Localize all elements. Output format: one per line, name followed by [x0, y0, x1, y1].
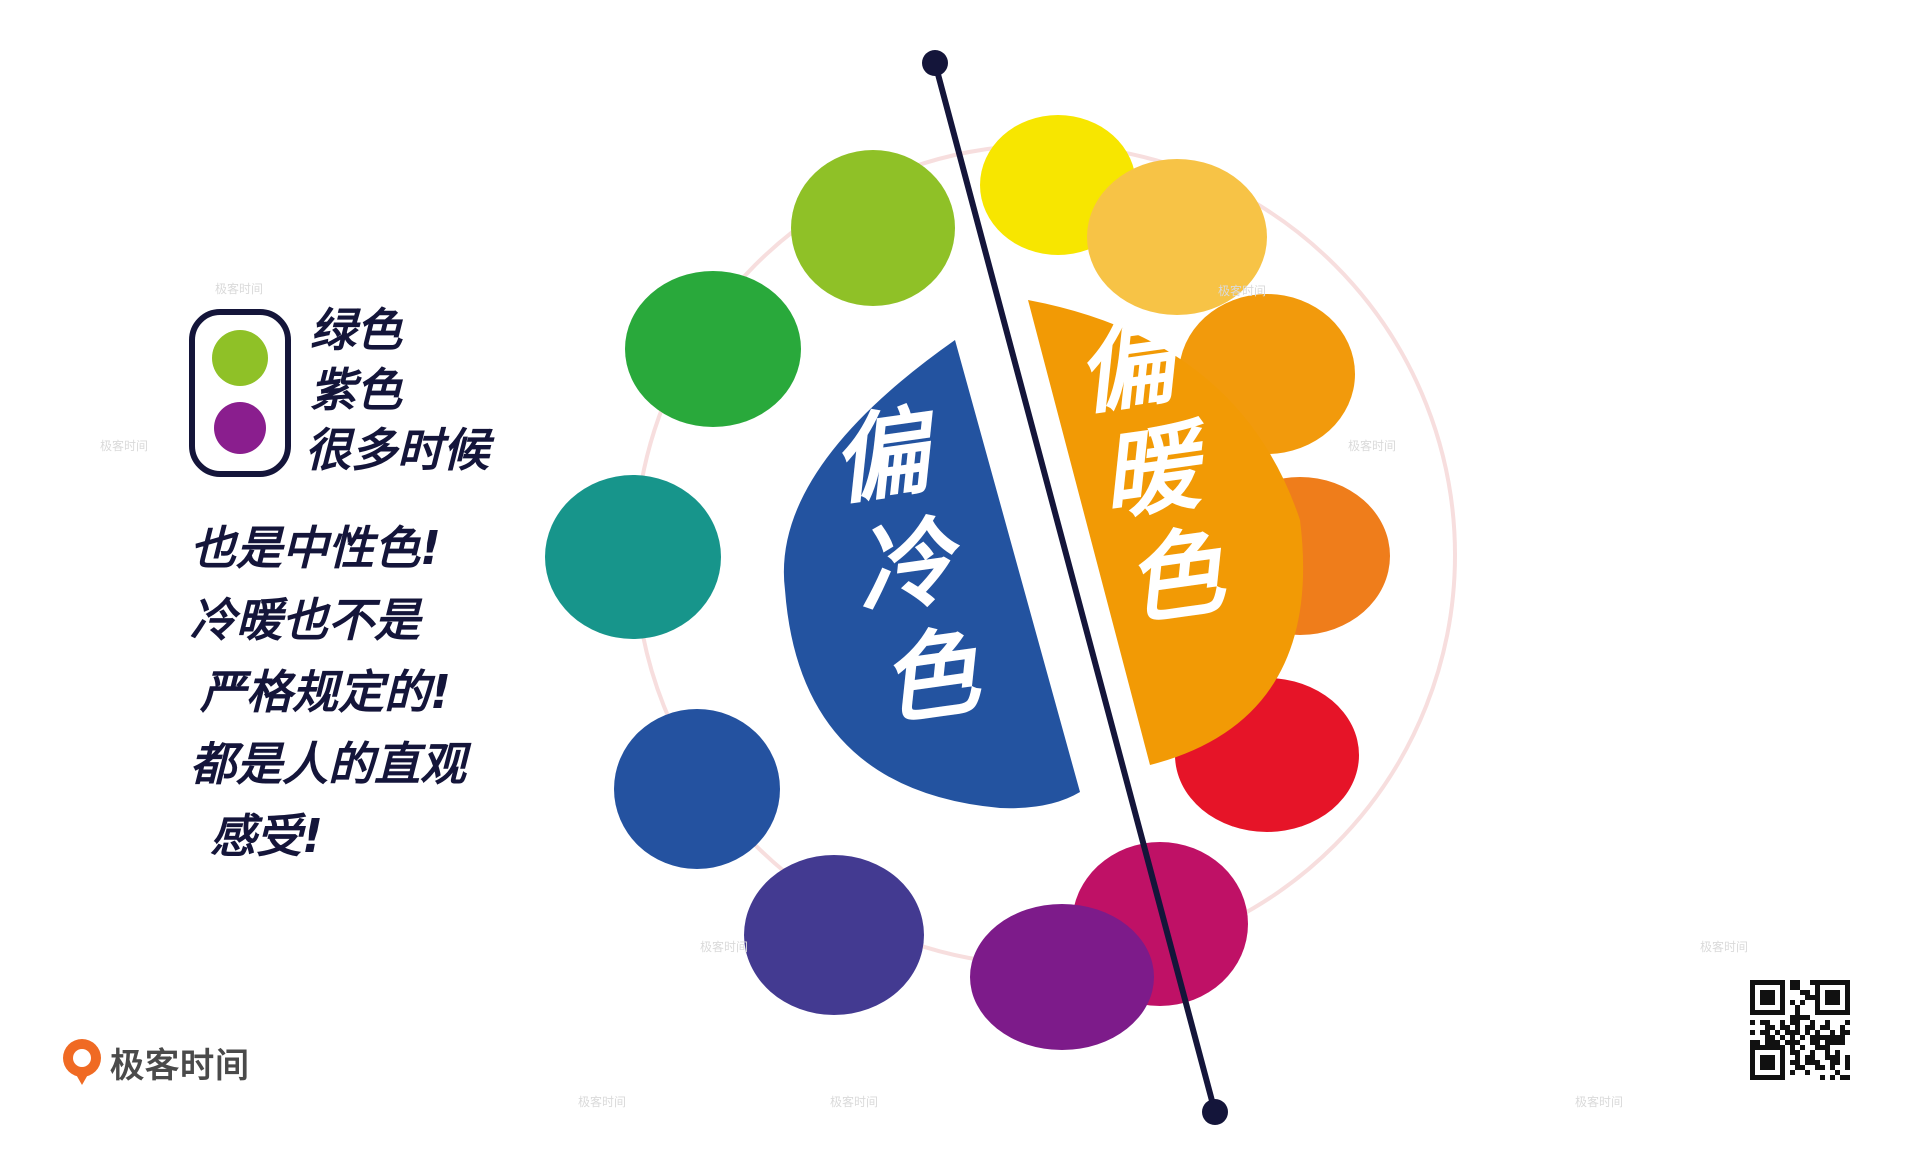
legend-lines: 绿色 紫色 很多时候: [305, 300, 489, 480]
note-line-2: 冷暖也不是: [190, 593, 420, 647]
qr-code-icon: [1745, 975, 1855, 1085]
note-line-3: 严格规定的!: [200, 665, 451, 719]
wheel-circle-blue: [614, 709, 780, 869]
watermark: 极客时间: [1348, 439, 1397, 453]
warm-label: 偏 暖 色: [1069, 303, 1233, 639]
note-line-1: 也是中性色!: [190, 521, 441, 575]
wheel-circle-teal: [545, 475, 721, 639]
brand-mark-icon: [63, 1039, 101, 1085]
wheel-circle-yellow-green: [791, 150, 955, 306]
legend-line-1: 绿色: [310, 303, 402, 357]
watermark: 极客时间: [215, 282, 264, 296]
watermark: 极客时间: [1218, 284, 1267, 298]
cool-label-char-3: 色: [874, 614, 988, 739]
cool-half-disc: [783, 340, 1080, 809]
brand-logo: 极客时间: [60, 1036, 250, 1088]
wheel-circle-blue-violet: [744, 855, 924, 1015]
divider-line: [932, 62, 1218, 1113]
watermark: 极客时间: [1700, 940, 1749, 954]
wheel-circle-purple: [970, 904, 1154, 1050]
wheel-circle-yellow-orange: [1087, 159, 1267, 315]
wheel-circle-green: [625, 271, 801, 427]
note-line-4: 都是人的直观: [190, 737, 466, 791]
legend-swatch-purple: [214, 402, 266, 454]
warm-half-disc: [1028, 300, 1304, 765]
legend-swatch-green: [212, 330, 268, 386]
note: 也是中性色! 冷暖也不是 严格规定的! 都是人的直观 感受!: [190, 512, 466, 872]
legend-line-3: 很多时候: [305, 423, 489, 477]
watermark: 极客时间: [100, 439, 149, 453]
divider-end-bottom: [1202, 1099, 1228, 1125]
divider-end-top: [922, 50, 948, 76]
watermark: 极客时间: [1575, 1095, 1624, 1109]
watermark: 极客时间: [830, 1095, 879, 1109]
note-line-5: 感受!: [210, 809, 323, 863]
warm-label-char-3: 色: [1119, 514, 1233, 639]
watermark: 极客时间: [578, 1095, 627, 1109]
brand-name: 极客时间: [110, 1045, 250, 1086]
watermark: 极客时间: [700, 940, 749, 954]
legend-box: [189, 309, 291, 477]
legend-line-2: 紫色: [310, 363, 402, 417]
